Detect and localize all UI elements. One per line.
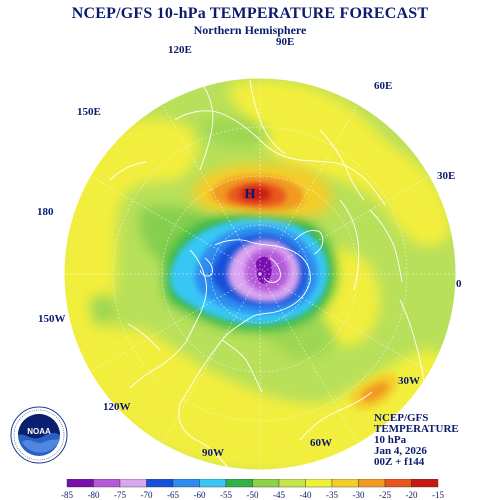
colorbar-swatch bbox=[119, 479, 147, 488]
lon-label-120e: 120E bbox=[168, 44, 192, 56]
lon-label-0: 0 bbox=[456, 278, 462, 290]
colorbar-swatch bbox=[358, 479, 386, 488]
lon-label-30e: 30E bbox=[437, 170, 456, 182]
colorbar-tick-label: -40 bbox=[300, 490, 312, 500]
lon-label-150e: 150E bbox=[77, 106, 101, 118]
lon-label-90e: 90E bbox=[276, 36, 295, 48]
colorbar-swatch bbox=[384, 479, 412, 488]
colorbar-swatch bbox=[411, 479, 439, 488]
lon-label-60w: 60W bbox=[310, 437, 332, 449]
map-border bbox=[63, 77, 457, 471]
colorbar-swatch bbox=[331, 479, 359, 488]
colorbar-tick-label: -80 bbox=[88, 490, 100, 500]
polar-vortex bbox=[165, 209, 336, 331]
colorbar-tick-label: -25 bbox=[379, 490, 391, 500]
colorbar-tick-label: -55 bbox=[220, 490, 232, 500]
colorbar-tick-label: -35 bbox=[326, 490, 338, 500]
colorbar-swatch bbox=[225, 479, 253, 488]
page-title: NCEP/GFS 10-hPa TEMPERATURE FORECAST bbox=[71, 5, 429, 22]
temperature-colorbar: -85 -80 -75 -70 -65 -60 -55 -50 -45 -40 -35 -30 -25 -… bbox=[61, 479, 444, 500]
svg-text:NOAA: NOAA bbox=[27, 427, 51, 436]
page-subtitle: Northern Hemisphere bbox=[193, 23, 307, 37]
warm-regions bbox=[64, 79, 456, 470]
colorbar-tick-label: -70 bbox=[141, 490, 153, 500]
lon-label-180: 180 bbox=[37, 206, 54, 218]
colorbar-tick-label: -50 bbox=[247, 490, 259, 500]
info-forecast: 00Z + f144 bbox=[374, 456, 425, 468]
colorbar-swatch bbox=[252, 479, 280, 488]
info-level: 10 hPa bbox=[374, 434, 407, 446]
colorbar-tick-label: -45 bbox=[273, 490, 285, 500]
lon-label-90w: 90W bbox=[202, 447, 224, 459]
colorbar-tick-label: -60 bbox=[194, 490, 206, 500]
colorbar-tick-label: -75 bbox=[114, 490, 126, 500]
warm-anomaly bbox=[192, 163, 331, 218]
warm-patch-core bbox=[361, 382, 389, 402]
noaa-logo: NOAA bbox=[10, 406, 68, 464]
colorbar-swatch bbox=[305, 479, 333, 488]
lon-label-30w: 30W bbox=[398, 375, 420, 387]
high-pressure-marker: H bbox=[245, 187, 256, 202]
colorbar-swatch bbox=[278, 479, 306, 488]
colorbar-swatch bbox=[93, 479, 121, 488]
colorbar-tick-label: -20 bbox=[406, 490, 418, 500]
colorbar-tick-label: -65 bbox=[167, 490, 179, 500]
lon-label-60e: 60E bbox=[374, 80, 393, 92]
colorbar-swatch bbox=[146, 479, 174, 488]
colorbar-tick-label: -85 bbox=[61, 490, 73, 500]
info-model: NCEP/GFS bbox=[374, 412, 429, 424]
colorbar-swatch bbox=[66, 479, 94, 488]
lon-label-150w: 150W bbox=[38, 313, 66, 325]
colorbar-swatch bbox=[172, 479, 200, 488]
colorbar-tick-label: -15 bbox=[432, 490, 444, 500]
coastlines bbox=[109, 79, 429, 470]
info-variable: TEMPERATURE bbox=[374, 423, 459, 435]
lon-label-120w: 120W bbox=[103, 401, 131, 413]
colorbar-tick-label: -30 bbox=[353, 490, 365, 500]
graticule bbox=[64, 78, 456, 470]
colorbar-swatch bbox=[199, 479, 227, 488]
forecast-info: NCEP/GFS TEMPERATURE 10 hPa Jan 4, 2026 … bbox=[374, 413, 459, 468]
info-date: Jan 4, 2026 bbox=[374, 445, 427, 457]
